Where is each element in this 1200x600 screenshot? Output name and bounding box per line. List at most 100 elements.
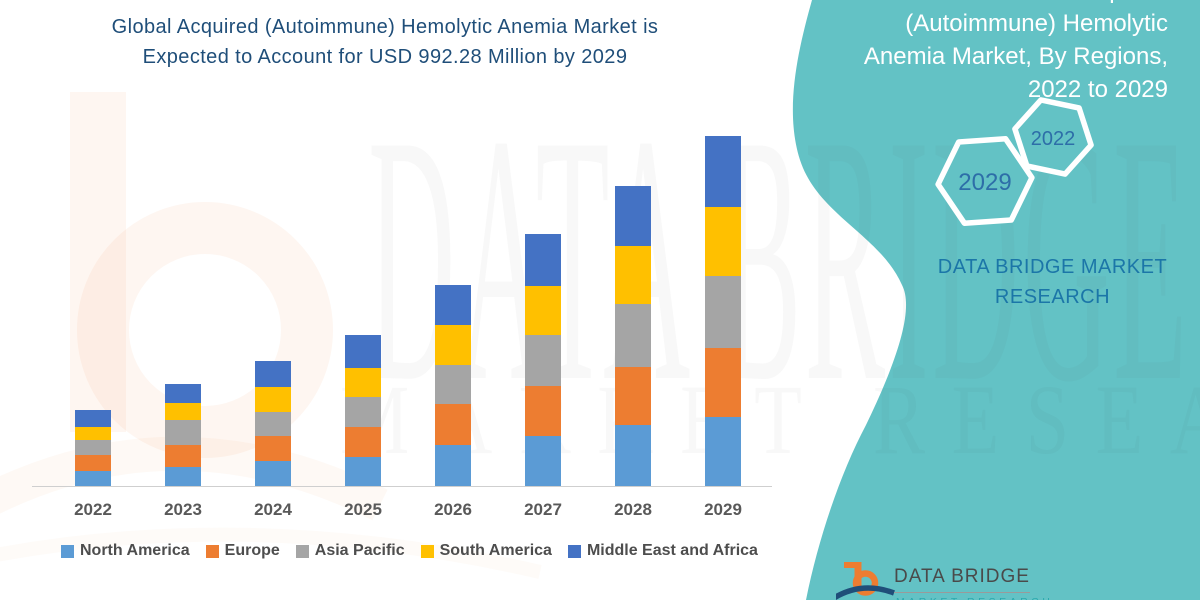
legend-swatch-icon: [61, 544, 74, 558]
bar-segment-2029-europe: [705, 347, 741, 418]
legend-item-south-america: South America: [420, 542, 552, 560]
bar-segment-2022-asia-pacific: [75, 440, 111, 456]
legend-swatch-icon: [295, 544, 309, 558]
bar-segment-2025-middle-east-and-africa: [345, 335, 381, 368]
legend-label: Middle East and Africa: [586, 542, 758, 559]
legend-item-middle-east-and-africa: Middle East and Africa: [567, 542, 758, 560]
x-axis-label-2027: 2027: [524, 500, 562, 519]
hexagon-2022: [1012, 97, 1094, 177]
chart-title-line1: Global Acquired (Autoimmune) Hemolytic A…: [111, 16, 659, 38]
chart-title-line2: Expected to Account for USD 992.28 Milli…: [142, 46, 628, 68]
bar-2028: [615, 186, 651, 486]
bar-segment-2028-asia-pacific: [615, 304, 651, 367]
bar-segment-2028-south-america: [615, 246, 651, 305]
bar-segment-2025-north-america: [345, 456, 381, 486]
hexagon-2029-label: 2029: [958, 169, 1011, 196]
bar-segment-2029-south-america: [705, 207, 741, 277]
logo-b-bowl: [852, 570, 879, 596]
x-axis-label-2024: 2024: [254, 500, 292, 519]
bar-segment-2026-south-america: [435, 325, 471, 366]
databridge-logo: DATA BRIDGE MARKET RESEARCH: [832, 548, 1096, 600]
teal-panel: [792, 0, 1200, 600]
bar-2022: [75, 410, 111, 486]
x-axis-label-2025: 2025: [344, 500, 382, 519]
side-heading-line3: Anemia Market, By Regions,: [863, 43, 1168, 70]
bar-segment-2024-europe: [255, 436, 291, 461]
bar-segment-2029-asia-pacific: [705, 276, 741, 348]
hexagon-2022-label: 2022: [1031, 128, 1076, 150]
logo-mark: [832, 562, 895, 600]
watermark-logo-b-stem: [70, 92, 126, 432]
bar-segment-2023-europe: [165, 445, 201, 467]
legend-label: Europe: [224, 542, 280, 559]
bar-segment-2024-north-america: [255, 460, 291, 486]
bar-segment-2028-middle-east-and-africa: [615, 186, 651, 247]
side-heading-line1: Global Acquired: [738, 0, 1168, 7]
x-axis-line: [32, 486, 772, 487]
bar-segment-2026-middle-east-and-africa: [435, 284, 471, 326]
chart-legend: North America Europe Asia Pacific South Ame…: [61, 542, 758, 560]
bar-2029: [705, 136, 741, 486]
logo-swoosh-icon: [832, 585, 895, 600]
bar-segment-2025-asia-pacific: [345, 396, 381, 427]
chart-title: Global Acquired (Autoimmune) Hemolytic A…: [35, 12, 735, 72]
legend-swatch-icon: [420, 544, 434, 558]
bar-segment-2023-middle-east-and-africa: [165, 384, 201, 403]
x-axis-label-2028: 2028: [614, 500, 652, 519]
bar-segment-2024-middle-east-and-africa: [255, 361, 291, 387]
logo-text: DATA BRIDGE: [894, 566, 1030, 593]
legend-label: North America: [80, 542, 190, 559]
bar-segment-2027-europe: [525, 385, 561, 436]
bar-segment-2028-europe: [615, 366, 651, 426]
bar-2025: [345, 335, 381, 486]
legend-item-asia-pacific: Asia Pacific: [295, 542, 405, 560]
bar-2023: [165, 384, 201, 486]
bar-segment-2022-south-america: [75, 427, 111, 441]
bar-segment-2029-middle-east-and-africa: [705, 136, 741, 208]
bar-segment-2025-south-america: [345, 367, 381, 397]
side-panel-heading: Global Acquired (Autoimmune) Hemolytic A…: [738, 0, 1168, 106]
bar-2024: [255, 361, 291, 486]
side-heading-line4: 2022 to 2029: [1027, 76, 1168, 103]
legend-label: Asia Pacific: [314, 542, 405, 559]
bar-segment-2024-south-america: [255, 386, 291, 412]
bar-segment-2022-europe: [75, 455, 111, 472]
bar-segment-2027-asia-pacific: [525, 335, 561, 386]
brand-name: DATA BRIDGE MARKET RESEARCH: [905, 252, 1200, 312]
bar-segment-2027-south-america: [525, 285, 561, 336]
legend-swatch-icon: [567, 544, 581, 558]
bar-segment-2023-north-america: [165, 467, 201, 486]
legend-swatch-icon: [205, 544, 219, 558]
bar-segment-2026-europe: [435, 404, 471, 446]
bar-segment-2026-asia-pacific: [435, 365, 471, 405]
brand-line1: DATA BRIDGE MARKET: [937, 256, 1168, 278]
bar-segment-2022-middle-east-and-africa: [75, 410, 111, 428]
legend-label: South America: [439, 542, 552, 559]
legend-item-europe: Europe: [205, 542, 280, 560]
x-axis-label-2029: 2029: [704, 500, 742, 519]
x-axis-label-2026: 2026: [434, 500, 472, 519]
bar-segment-2026-north-america: [435, 445, 471, 486]
bar-segment-2024-asia-pacific: [255, 411, 291, 437]
bar-segment-2027-north-america: [525, 435, 561, 486]
bar-2026: [435, 284, 471, 486]
logo-subtext: MARKET RESEARCH: [896, 596, 1053, 600]
side-heading-line2: (Autoimmune) Hemolytic: [905, 10, 1168, 37]
x-axis-label-2023: 2023: [164, 500, 202, 519]
watermark-logo-b-bowl: [77, 202, 333, 458]
x-axis-label-2022: 2022: [74, 500, 112, 519]
bar-segment-2028-north-america: [615, 425, 651, 486]
hexagon-2029: [935, 136, 1035, 226]
bar-segment-2025-europe: [345, 426, 381, 457]
bar-segment-2027-middle-east-and-africa: [525, 234, 561, 286]
bar-segment-2022-north-america: [75, 471, 111, 486]
brand-line2: RESEARCH: [994, 286, 1111, 308]
bar-segment-2023-asia-pacific: [165, 420, 201, 446]
bar-2027: [525, 234, 561, 486]
bar-segment-2029-north-america: [705, 417, 741, 486]
legend-item-north-america: North America: [61, 542, 190, 560]
